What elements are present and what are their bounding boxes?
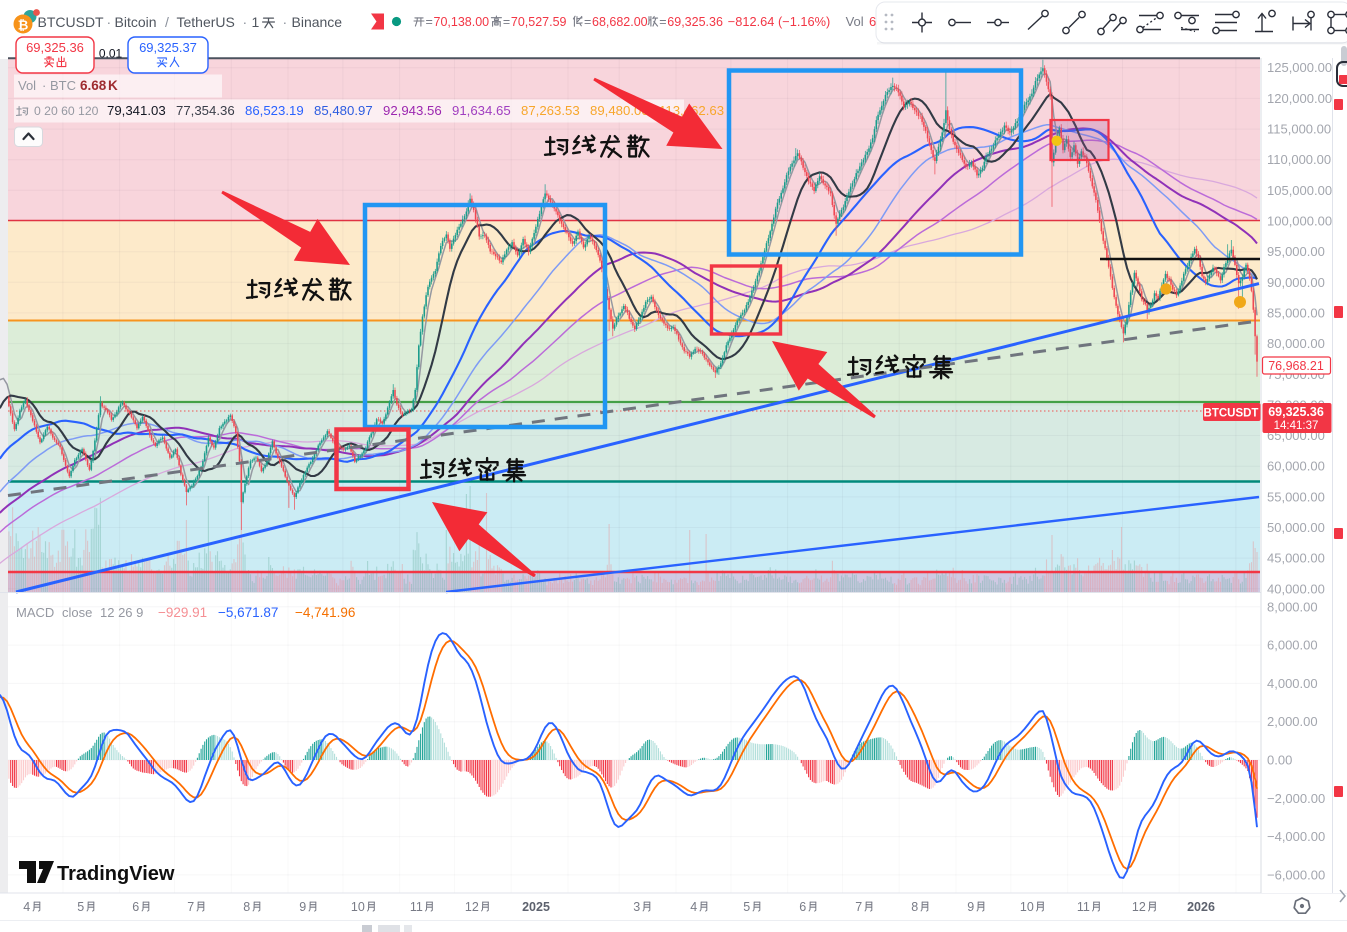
svg-text:8: 8 bbox=[243, 900, 250, 914]
svg-text:80,000.00: 80,000.00 bbox=[1267, 336, 1325, 351]
svg-text:70,527.59: 70,527.59 bbox=[511, 15, 567, 29]
svg-text:12: 12 bbox=[1132, 900, 1146, 914]
svg-text:−4,741.96: −4,741.96 bbox=[295, 605, 355, 620]
svg-text:−812.64 (−1.16%): −812.64 (−1.16%) bbox=[728, 14, 830, 29]
svg-text:60,000.00: 60,000.00 bbox=[1267, 459, 1325, 474]
svg-text:6: 6 bbox=[869, 14, 876, 29]
svg-text:68,682.00: 68,682.00 bbox=[592, 15, 648, 29]
svg-text:86,523.19: 86,523.19 bbox=[245, 103, 304, 118]
svg-text:95,000.00: 95,000.00 bbox=[1267, 244, 1325, 259]
svg-text:−929.91: −929.91 bbox=[158, 605, 207, 620]
svg-text:9: 9 bbox=[299, 900, 306, 914]
svg-text:3: 3 bbox=[633, 900, 640, 914]
svg-text:BTCUSDT: BTCUSDT bbox=[38, 14, 105, 30]
svg-text:TradingView: TradingView bbox=[57, 863, 175, 885]
svg-text:76,968.21: 76,968.21 bbox=[1268, 359, 1324, 373]
svg-text:69,325.36: 69,325.36 bbox=[26, 40, 84, 55]
svg-text:−6,000.00: −6,000.00 bbox=[1267, 867, 1325, 882]
svg-text:12: 12 bbox=[465, 900, 479, 914]
svg-text:6,000.00: 6,000.00 bbox=[1267, 638, 1318, 653]
svg-text:Binance: Binance bbox=[292, 14, 343, 30]
svg-text:MACD: MACD bbox=[16, 605, 54, 620]
svg-text:4: 4 bbox=[690, 900, 697, 914]
svg-text:Bitcoin: Bitcoin bbox=[115, 14, 157, 30]
svg-text:Vol: Vol bbox=[18, 78, 36, 93]
svg-text:−2,000.00: −2,000.00 bbox=[1267, 791, 1325, 806]
svg-text:0.00: 0.00 bbox=[1267, 753, 1292, 768]
svg-text:5: 5 bbox=[77, 900, 84, 914]
svg-text:45,000.00: 45,000.00 bbox=[1267, 551, 1325, 566]
svg-text:7: 7 bbox=[187, 900, 194, 914]
svg-text:=: = bbox=[584, 15, 591, 29]
svg-text:6.68: 6.68 bbox=[80, 78, 107, 93]
svg-text:6: 6 bbox=[132, 900, 139, 914]
svg-text:5: 5 bbox=[743, 900, 750, 914]
svg-text:=: = bbox=[503, 15, 510, 29]
svg-text:90,000.00: 90,000.00 bbox=[1267, 275, 1325, 290]
svg-text:2026: 2026 bbox=[1187, 900, 1215, 914]
svg-text:12 26 9: 12 26 9 bbox=[100, 605, 143, 620]
svg-text:85,480.97: 85,480.97 bbox=[314, 103, 373, 118]
svg-text:4,000.00: 4,000.00 bbox=[1267, 676, 1318, 691]
svg-text:/: / bbox=[165, 14, 169, 30]
svg-text:77,354.36: 77,354.36 bbox=[176, 103, 235, 118]
svg-text:=: = bbox=[659, 15, 666, 29]
svg-text:−5,671.87: −5,671.87 bbox=[218, 605, 278, 620]
svg-text:·: · bbox=[243, 14, 248, 30]
svg-text:120,000.00: 120,000.00 bbox=[1267, 91, 1332, 106]
svg-text:8: 8 bbox=[911, 900, 918, 914]
svg-text:105,000.00: 105,000.00 bbox=[1267, 183, 1332, 198]
svg-text:85,000.00: 85,000.00 bbox=[1267, 305, 1325, 320]
svg-text:₿: ₿ bbox=[18, 18, 29, 33]
svg-text:40,000.00: 40,000.00 bbox=[1267, 581, 1325, 596]
svg-text:BTCUSDT: BTCUSDT bbox=[1204, 408, 1259, 420]
svg-text:−4,000.00: −4,000.00 bbox=[1267, 829, 1325, 844]
svg-text:=: = bbox=[426, 15, 433, 29]
svg-text:70,138.00: 70,138.00 bbox=[434, 15, 490, 29]
svg-text:0.01: 0.01 bbox=[99, 47, 123, 61]
svg-text:TetherUS: TetherUS bbox=[177, 14, 235, 30]
svg-text:K: K bbox=[108, 78, 118, 93]
svg-text:2,000.00: 2,000.00 bbox=[1267, 714, 1318, 729]
svg-text:50,000.00: 50,000.00 bbox=[1267, 520, 1325, 535]
svg-text:Vol: Vol bbox=[846, 14, 864, 29]
svg-text:55,000.00: 55,000.00 bbox=[1267, 489, 1325, 504]
svg-text:4: 4 bbox=[23, 900, 30, 914]
svg-text:11: 11 bbox=[1077, 900, 1090, 914]
svg-text:92,943.56: 92,943.56 bbox=[383, 103, 442, 118]
svg-text:close: close bbox=[62, 605, 92, 620]
svg-text:100,000.00: 100,000.00 bbox=[1267, 214, 1332, 229]
svg-text:115,000.00: 115,000.00 bbox=[1267, 122, 1331, 137]
svg-text:91,634.65: 91,634.65 bbox=[452, 103, 511, 118]
svg-text:10: 10 bbox=[351, 900, 365, 914]
svg-text:·: · bbox=[107, 14, 112, 30]
svg-text:7: 7 bbox=[855, 900, 862, 914]
svg-text:2025: 2025 bbox=[522, 900, 550, 914]
svg-text:14:41:37: 14:41:37 bbox=[1274, 420, 1319, 432]
svg-text:·: · bbox=[283, 14, 288, 30]
svg-text:8,000.00: 8,000.00 bbox=[1267, 599, 1318, 614]
svg-text:9: 9 bbox=[967, 900, 974, 914]
svg-text:11: 11 bbox=[410, 900, 423, 914]
svg-text:6: 6 bbox=[799, 900, 806, 914]
svg-text:87,263.53: 87,263.53 bbox=[521, 103, 580, 118]
svg-text:125,000.00: 125,000.00 bbox=[1267, 60, 1332, 75]
svg-text:0 20 60 120: 0 20 60 120 bbox=[34, 104, 99, 118]
svg-text:79,341.03: 79,341.03 bbox=[107, 103, 166, 118]
svg-text:·: · bbox=[42, 78, 46, 93]
svg-text:69,325.36: 69,325.36 bbox=[1268, 405, 1324, 419]
svg-text:1: 1 bbox=[252, 14, 260, 30]
svg-text:BTC: BTC bbox=[50, 78, 76, 93]
svg-text:10: 10 bbox=[1020, 900, 1034, 914]
svg-text:69,325.36: 69,325.36 bbox=[667, 15, 723, 29]
svg-text:110,000.00: 110,000.00 bbox=[1267, 152, 1331, 167]
svg-text:69,325.37: 69,325.37 bbox=[139, 40, 197, 55]
